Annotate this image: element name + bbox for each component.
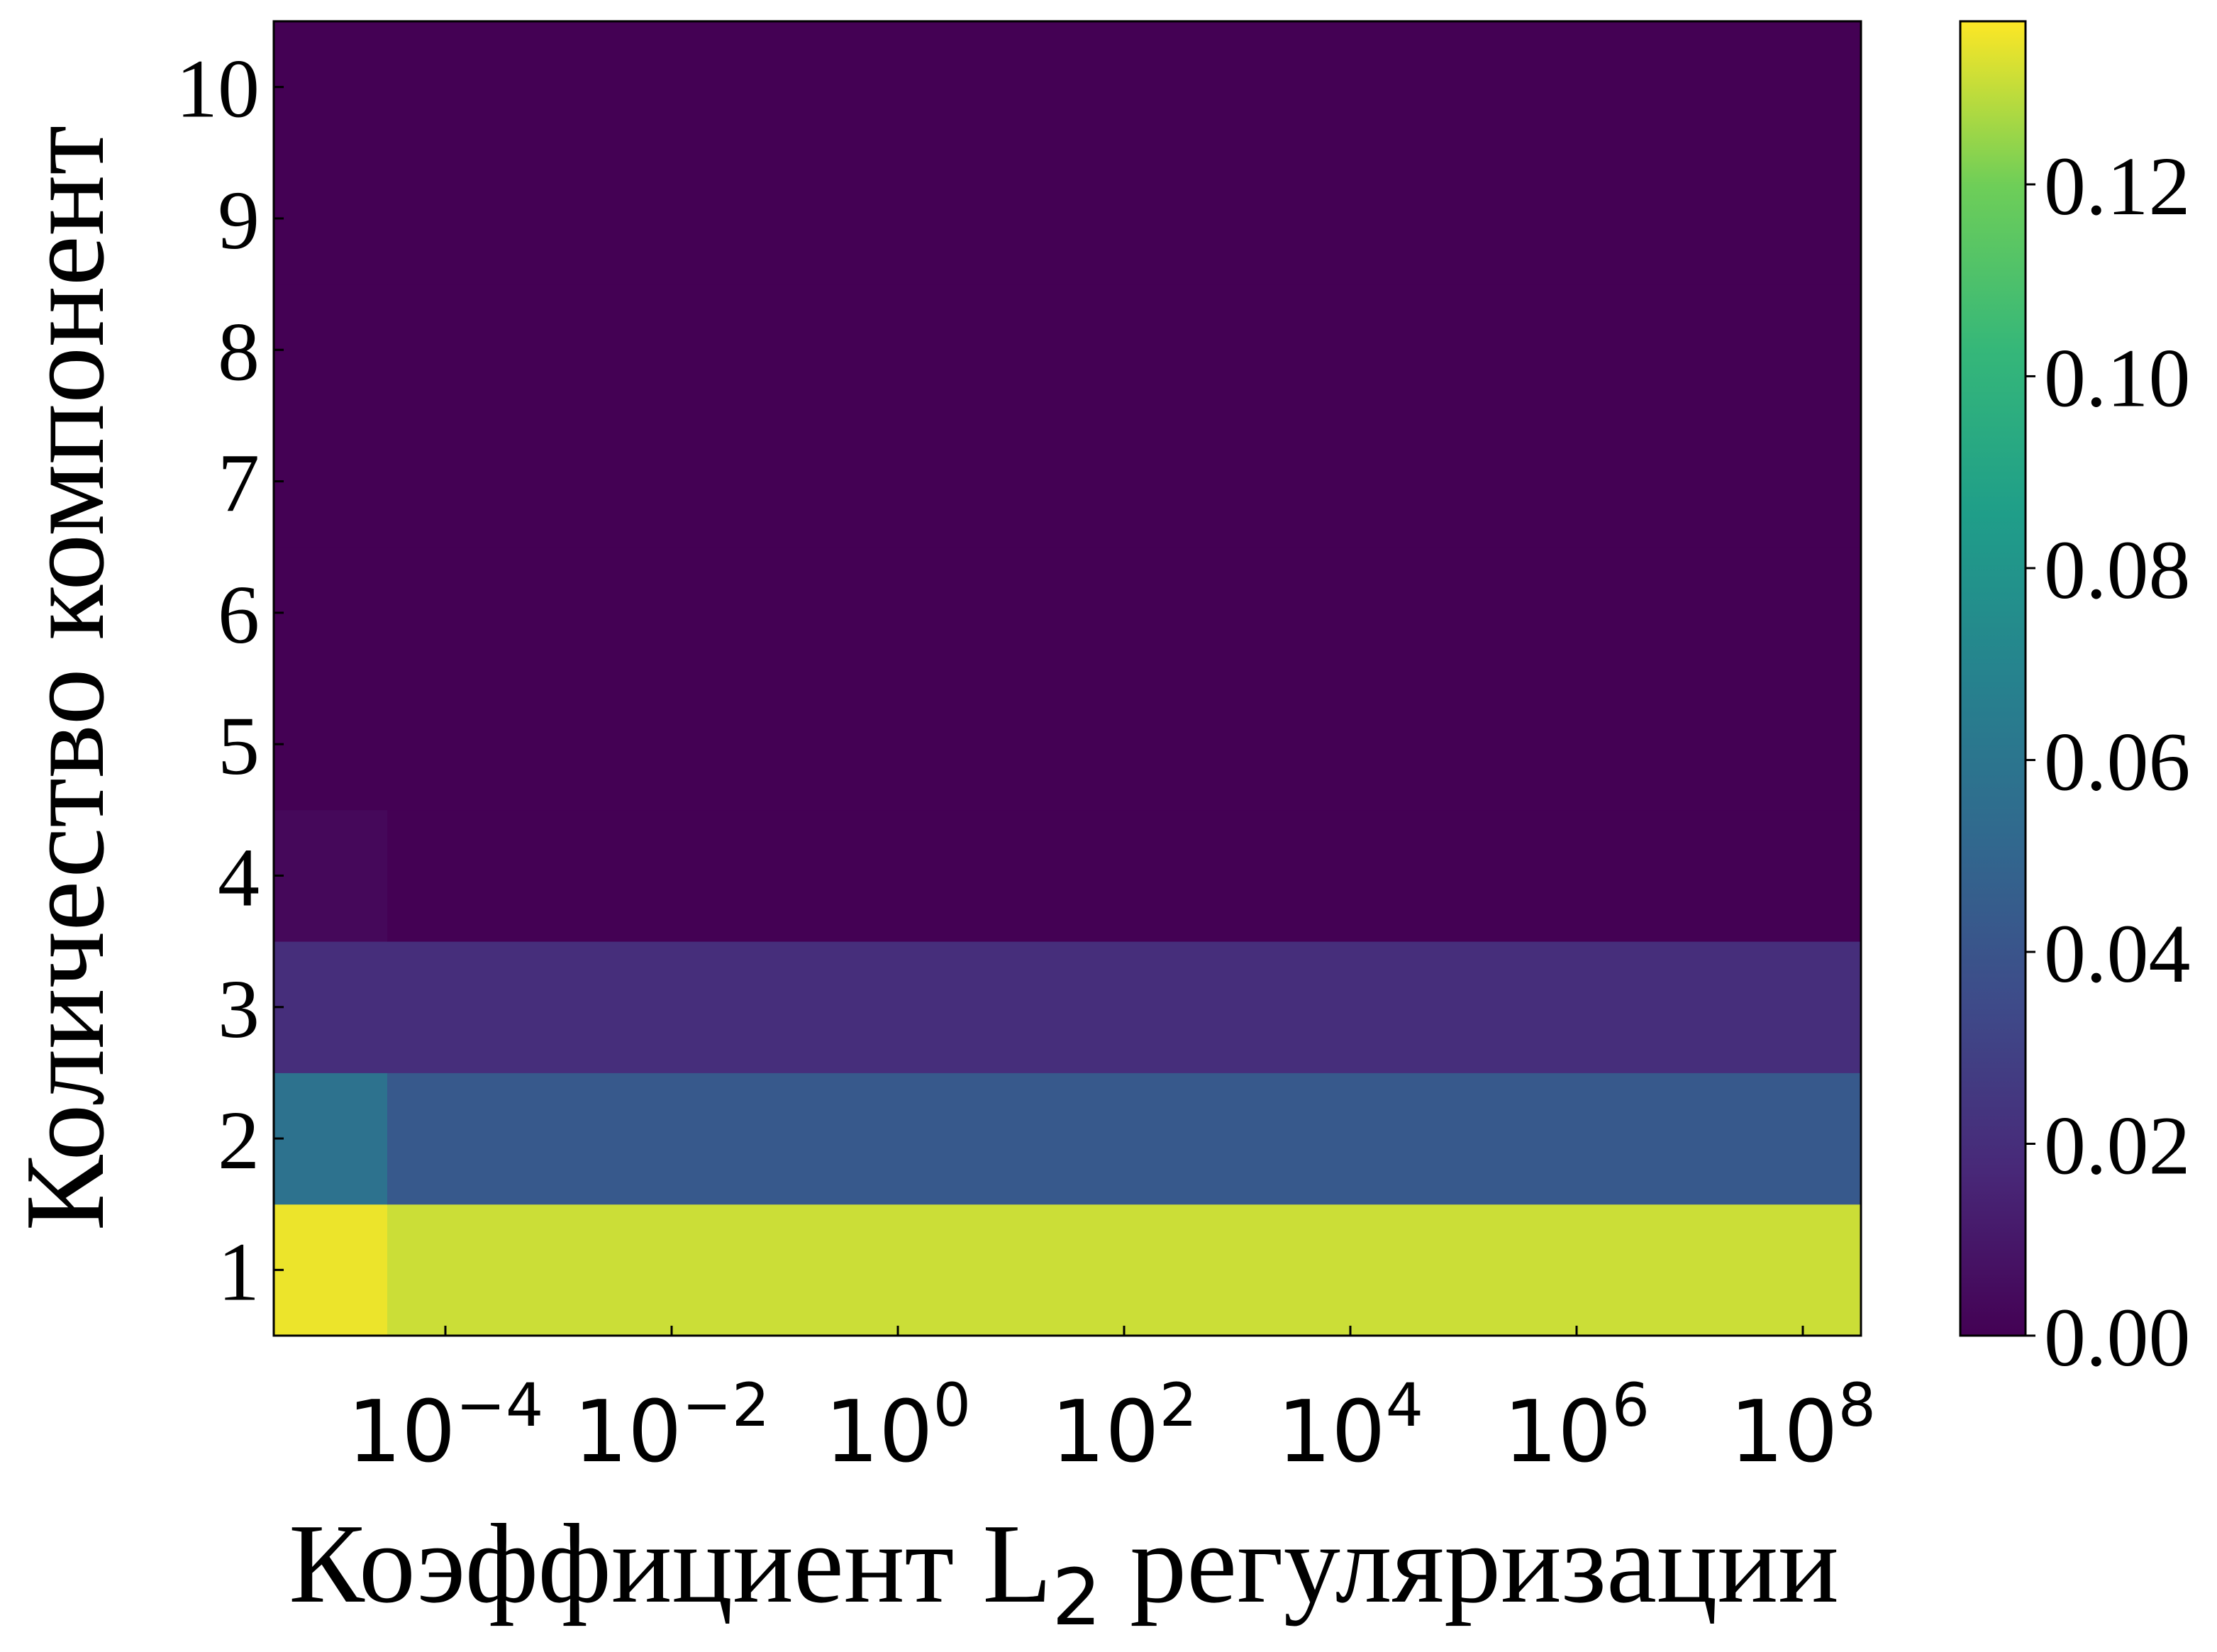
- plot-frame: [272, 20, 1862, 1337]
- x-tick-exponent: 4: [1386, 1370, 1423, 1440]
- x-tick-exponent: 8: [1838, 1370, 1876, 1440]
- colorbar-tick-label: 0.04: [2044, 907, 2191, 1000]
- heatmap-cell: [274, 941, 388, 1073]
- heatmap-cell: [274, 809, 388, 942]
- heatmap-cell: [387, 809, 1861, 942]
- heatmap-cell: [387, 1072, 1861, 1205]
- heatmap-cell: [387, 153, 1861, 285]
- x-axis-label-rest: регуляризации: [1101, 1500, 1839, 1626]
- y-axis-ticks: 1 2 3 4 5 6 7 8 9 10: [176, 43, 284, 1318]
- x-tick-label: 10−2: [574, 1370, 770, 1482]
- x-tick-base: 10: [1277, 1383, 1386, 1482]
- y-tick-label: 4: [218, 831, 260, 924]
- colorbar-tick-label: 0.08: [2044, 523, 2191, 616]
- heatmap-cell: [274, 678, 388, 811]
- y-tick-label: 7: [218, 437, 260, 530]
- heatmap-cell: [387, 284, 1861, 416]
- y-tick-label: 6: [218, 568, 260, 661]
- colorbar-tick-label: 0.10: [2044, 331, 2191, 424]
- y-tick-label: 5: [218, 699, 260, 792]
- x-tick-base: 10: [348, 1383, 456, 1482]
- x-tick-exponent: 2: [1160, 1370, 1197, 1440]
- heatmap-cell: [387, 678, 1861, 811]
- x-tick-exponent: 0: [933, 1370, 971, 1440]
- x-tick-base: 10: [825, 1383, 933, 1482]
- y-tick-label: 1: [218, 1225, 260, 1318]
- x-tick-base: 10: [1730, 1383, 1838, 1482]
- x-axis-ticks: 10−4 10−2 100 102 104 106 108: [348, 1326, 1876, 1482]
- x-tick-label: 102: [1051, 1370, 1197, 1482]
- colorbar: [1959, 20, 2027, 1337]
- x-tick-label: 108: [1730, 1370, 1876, 1482]
- x-tick-label: 104: [1277, 1370, 1423, 1482]
- x-tick-label: 106: [1504, 1370, 1650, 1482]
- colorbar-tick-label: 0.06: [2044, 715, 2191, 808]
- colorbar-tick-label: 0.00: [2044, 1291, 2191, 1384]
- heatmap-cell: [274, 284, 388, 416]
- y-tick-label: 8: [218, 305, 260, 398]
- heatmap-cell: [274, 153, 388, 285]
- heatmap-cell: [387, 21, 1861, 153]
- y-tick-label: 9: [218, 174, 260, 267]
- heatmap-cell: [274, 1204, 388, 1336]
- heatmap-cell: [274, 547, 388, 679]
- x-tick-exponent: 6: [1612, 1370, 1650, 1440]
- heatmap-cells: [274, 21, 1861, 1336]
- heatmap-cell: [387, 1204, 1861, 1336]
- x-tick-base: 10: [574, 1383, 682, 1482]
- x-tick-exponent: −2: [682, 1370, 769, 1440]
- x-axis-label-subscript: 2: [1052, 1552, 1101, 1643]
- x-tick-exponent: −4: [455, 1370, 543, 1440]
- heatmap-cell: [274, 415, 388, 548]
- y-tick-label: 3: [218, 963, 260, 1055]
- colorbar-ticks: 0.00 0.02 0.04 0.06 0.08 0.10 0.12: [2026, 140, 2191, 1384]
- x-tick-base: 10: [1051, 1383, 1160, 1482]
- y-axis-label: Количество компонент: [1, 126, 128, 1231]
- x-tick-base: 10: [1504, 1383, 1612, 1482]
- x-axis-label: Коэффициент L2 регуляризации: [289, 1500, 1839, 1643]
- heatmap-cell: [387, 547, 1861, 679]
- y-tick-label: 2: [218, 1094, 260, 1187]
- y-tick-label: 10: [176, 43, 260, 135]
- heatmap-cell: [387, 941, 1861, 1073]
- heatmap-cell: [274, 21, 388, 153]
- colorbar-tick-label: 0.02: [2044, 1099, 2191, 1192]
- colorbar-tick-label: 0.12: [2044, 140, 2191, 233]
- x-tick-label: 10−4: [348, 1370, 544, 1482]
- heatmap-cell: [387, 415, 1861, 548]
- x-axis-label-main: Коэффициент L: [289, 1500, 1052, 1626]
- x-tick-label: 100: [825, 1370, 971, 1482]
- heatmap-cell: [274, 1072, 388, 1205]
